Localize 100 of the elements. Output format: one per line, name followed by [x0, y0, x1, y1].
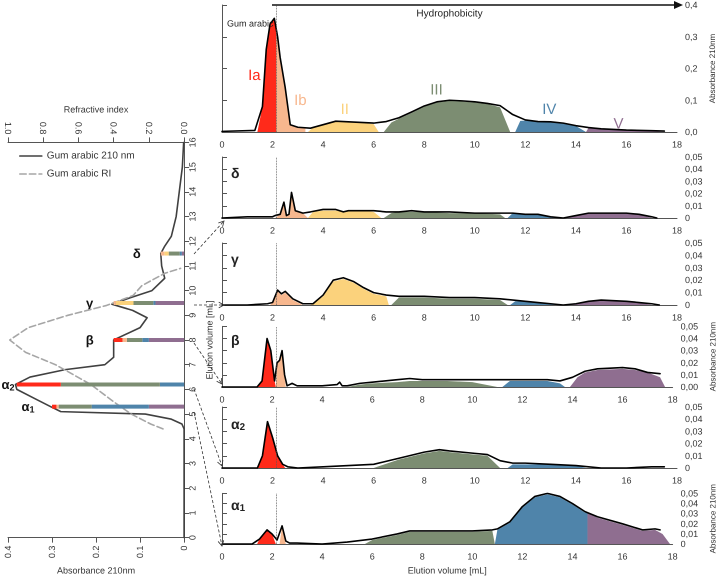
- annotation: α1: [21, 399, 35, 415]
- y-tick-label: 0,2: [685, 64, 698, 74]
- y-tick-label: 0,03: [680, 508, 698, 519]
- x2-tick-label: 0.4: [108, 122, 119, 134]
- x-tick-label: 6: [371, 476, 376, 486]
- y-tick-label: 0: [680, 539, 686, 550]
- y-tick-label: 0,02: [685, 275, 703, 286]
- x-tick-label: 10: [467, 394, 478, 404]
- x-tick-label: 10: [470, 312, 480, 322]
- series-label: V: [614, 115, 624, 132]
- y-tick-label: 13: [188, 212, 198, 222]
- x-tick-label: 18: [672, 476, 682, 486]
- x-tick-label: 0: [219, 312, 225, 322]
- x2-tick-label: 1.0: [3, 122, 13, 134]
- y-tick-label: 0,03: [680, 346, 698, 356]
- x-tick-label: 14: [570, 226, 581, 236]
- x-tick-label: 12: [520, 312, 530, 322]
- y-tick-label: 0,05: [685, 152, 703, 162]
- y-tick-label: 0,4: [685, 0, 698, 10]
- y-tick-label: 11: [188, 261, 198, 271]
- y-tick-label: 0,05: [680, 321, 698, 332]
- y-tick-label: 0: [685, 300, 690, 310]
- y-tick-label: 1: [188, 510, 198, 516]
- x-tick-label: 4: [320, 394, 325, 404]
- x-tick-label: 8: [420, 552, 425, 562]
- x-tick-label: 0.2: [91, 546, 102, 558]
- legend-label: Gum arabic 210 nm: [46, 150, 135, 162]
- series-label: Ia: [248, 66, 262, 84]
- x-tick-label: 0: [219, 476, 225, 486]
- x-tick-label: 4: [320, 312, 326, 322]
- y-tick-label: 12: [188, 236, 198, 246]
- x-tick-label: 16: [621, 140, 632, 150]
- x-tick-label: 4: [320, 140, 326, 150]
- y-axis-title: Elution volume [mL]: [204, 300, 214, 380]
- y-axis-title: Absorbance 210nm: [708, 33, 717, 104]
- x-tick-label: 14: [567, 552, 578, 562]
- annotation: β: [86, 332, 94, 348]
- annotation: δ: [132, 246, 141, 262]
- x-tick-label: 8: [422, 140, 427, 150]
- x-tick-label: 6: [371, 312, 376, 322]
- x-tick-label: 0: [219, 552, 225, 562]
- text: δ: [231, 165, 240, 181]
- y-tick-label: 0,04: [680, 334, 698, 344]
- y-tick-label: 5: [188, 412, 198, 417]
- x-tick-label: 6: [370, 552, 375, 562]
- y-tick-label: 6: [188, 386, 198, 392]
- text: γ: [231, 251, 239, 267]
- x-tick-label: 6: [371, 226, 376, 236]
- y-tick-label: 0,03: [685, 262, 703, 273]
- x-tick-label: 16: [621, 226, 632, 236]
- x-tick-label: 18: [668, 552, 678, 562]
- annotation: γ: [86, 295, 94, 310]
- y-tick-label: 0,05: [685, 402, 703, 412]
- x-tick-label: 12: [517, 552, 528, 562]
- annotation: α2: [1, 376, 15, 392]
- y-tick-label: 3: [188, 460, 198, 466]
- x2-axis-title: Refractive index: [64, 104, 129, 114]
- y-tick-label: 0,3: [685, 32, 698, 42]
- x-tick-label: 14: [570, 312, 581, 322]
- y-tick-label: 7: [188, 362, 198, 368]
- x-tick-label: 0.1: [135, 546, 146, 558]
- y-tick-label: 0,02: [685, 188, 703, 199]
- x-tick-label: 16: [621, 476, 632, 486]
- y-tick-label: 0,02: [680, 518, 698, 529]
- series-label: III: [430, 81, 443, 98]
- x-tick-label: 4: [320, 226, 326, 236]
- y-tick-label: 0: [685, 463, 690, 473]
- x-tick-label: 12: [520, 226, 530, 236]
- x-tick-label: 12: [520, 140, 530, 150]
- x-tick-label: 8: [420, 394, 425, 404]
- y-tick-label: 0,04: [685, 164, 703, 174]
- y-axis-title: Absorbance 210nm: [708, 484, 718, 554]
- x-tick-label: 18: [672, 312, 682, 322]
- x-tick-label: 0.4: [3, 546, 13, 558]
- x-tick-label: 10: [470, 140, 480, 150]
- y-tick-label: 0,0: [685, 127, 698, 137]
- x2-tick-label: 0.6: [73, 122, 84, 134]
- x2-tick-label: 0.2: [144, 122, 154, 134]
- y-tick-label: 0,04: [685, 250, 703, 260]
- x-tick-label: 4: [320, 552, 325, 562]
- x-tick-label: 4: [320, 476, 326, 486]
- x-tick-label: 6: [371, 140, 376, 150]
- y-tick-label: 2: [188, 486, 198, 491]
- chart-title: β: [231, 332, 240, 348]
- y-tick-label: 14: [188, 186, 198, 197]
- x-tick-label: 10: [470, 476, 480, 486]
- x-tick-label: 0: [219, 394, 225, 404]
- x-tick-label: 16: [618, 394, 628, 404]
- y-axis-title: Absorbance 210nm: [708, 322, 718, 392]
- y-tick-label: 0,01: [685, 200, 703, 211]
- x2-tick-label: 0.0: [179, 122, 190, 134]
- x-axis-title: Absorbance 210nm: [57, 566, 136, 576]
- series-label: II: [340, 101, 349, 118]
- x-tick-label: 18: [668, 394, 678, 404]
- y-tick-label: 10: [188, 286, 198, 296]
- x-tick-label: 12: [517, 394, 528, 404]
- y-tick-label: 0,1: [685, 95, 698, 106]
- x-tick-label: 18: [672, 226, 682, 236]
- y-tick-label: 0,00: [680, 382, 698, 392]
- x-axis-title: Elution volume [mL]: [408, 566, 487, 576]
